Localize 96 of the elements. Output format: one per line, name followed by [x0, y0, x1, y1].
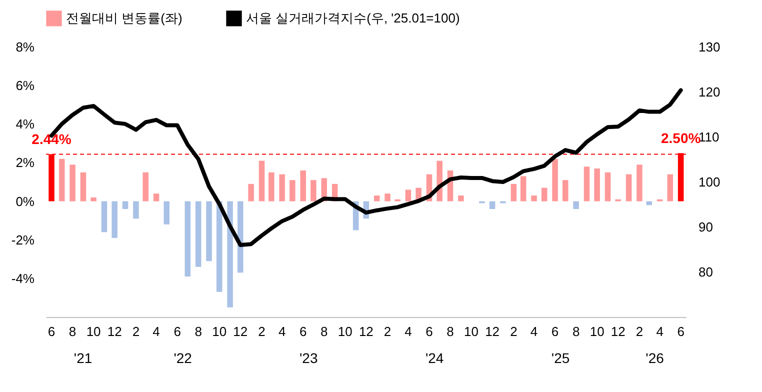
- y-tick-label: 2%: [16, 155, 35, 170]
- data-label: 2.44%: [32, 131, 72, 148]
- y2-tick-label: 130: [698, 40, 720, 54]
- x-tick-label: 4: [530, 324, 538, 339]
- bar: [541, 188, 548, 202]
- text: '25: [551, 350, 570, 366]
- y2-tick-label: 100: [698, 174, 720, 190]
- x-tick-label: 6: [174, 324, 181, 339]
- bar: [384, 194, 390, 202]
- bar: [552, 158, 558, 202]
- x-tick-label: 8: [194, 324, 202, 339]
- bar: [667, 174, 674, 202]
- x-tick-label: 12: [358, 324, 374, 339]
- x-tick-label: 2: [510, 324, 518, 339]
- bar: [184, 201, 191, 276]
- bar: [58, 158, 65, 202]
- bar: [248, 184, 254, 202]
- x-tick-label: 2: [384, 324, 392, 339]
- x-tick-label: 6: [677, 324, 684, 339]
- bar: [90, 197, 96, 202]
- text: '22: [174, 350, 192, 366]
- bar: [374, 196, 380, 202]
- x-tick-label: 4: [656, 324, 664, 339]
- x-tick-label: 8: [320, 324, 328, 339]
- bar: [604, 172, 611, 202]
- bar: [573, 201, 579, 209]
- bar: [80, 172, 86, 202]
- x-tick-label: 2: [132, 324, 140, 339]
- x-tick-label: 6: [551, 324, 559, 339]
- x-tick-label: 10: [86, 324, 101, 339]
- bar: [227, 201, 233, 308]
- bar: [237, 201, 244, 273]
- bar: [258, 160, 265, 202]
- bar: [562, 180, 568, 202]
- bar: [70, 164, 76, 202]
- text: '21: [74, 350, 92, 366]
- x-tick-label: 12: [485, 324, 500, 339]
- y-tick-label: -2%: [11, 232, 35, 248]
- text: '23: [299, 350, 318, 366]
- bar: [164, 201, 170, 224]
- y2-tick-label: 90: [698, 220, 713, 234]
- bar: [594, 168, 600, 202]
- y-tick-label: -4%: [11, 270, 35, 286]
- text: '26: [646, 350, 664, 366]
- bar: [405, 190, 412, 202]
- text: '24: [425, 350, 444, 366]
- bar: [195, 201, 202, 267]
- x-tick-label: 10: [464, 324, 479, 339]
- bar: [290, 180, 296, 202]
- x-tick-label: 6: [426, 324, 433, 339]
- bar: [279, 174, 285, 202]
- bar: [153, 194, 160, 202]
- x-tick-label: 2: [636, 324, 644, 339]
- x-tick-label: 2: [258, 324, 266, 339]
- bar: [458, 196, 464, 202]
- y-tick-label: 6%: [16, 78, 35, 94]
- x-tick-label: 8: [572, 324, 580, 339]
- bar: [510, 184, 517, 202]
- x-tick-label: 12: [233, 324, 248, 339]
- x-tick-label: 10: [212, 324, 227, 339]
- y2-tick-label: 120: [698, 84, 720, 100]
- y2-tick-label: 80: [698, 264, 713, 280]
- y2-tick-label: 110: [698, 130, 720, 144]
- y-tick-label: 0%: [16, 194, 35, 209]
- bar: [646, 201, 652, 206]
- x-tick-label: 12: [107, 324, 122, 339]
- bar: [636, 164, 642, 202]
- data-label: 2.50%: [660, 130, 702, 146]
- bar: [268, 172, 274, 202]
- x-tick-label: 4: [152, 324, 160, 339]
- bar: [310, 180, 316, 202]
- legend-label: 전월대비 변동률(좌): [66, 10, 182, 26]
- bar: [142, 172, 148, 202]
- bar: [101, 201, 108, 232]
- x-tick-label: 8: [68, 324, 76, 339]
- bar: [520, 176, 526, 202]
- x-tick-label: 4: [278, 324, 286, 339]
- x-tick-label: 6: [48, 324, 56, 339]
- x-tick-label: 6: [299, 324, 307, 339]
- x-tick-label: 8: [446, 324, 454, 339]
- legend-label: 서울 실거래가격지수(우, '25.01=100): [246, 10, 460, 26]
- y-tick-label: 4%: [16, 116, 35, 132]
- bar: [584, 166, 590, 202]
- x-tick-label: 12: [610, 324, 626, 339]
- x-tick-label: 10: [338, 324, 352, 339]
- bar: [112, 201, 118, 238]
- bar: [531, 196, 537, 202]
- bar: [489, 201, 496, 209]
- bar: [133, 201, 139, 219]
- bar: [626, 174, 632, 202]
- x-tick-label: 10: [590, 324, 604, 339]
- bar: [206, 201, 212, 262]
- bar: [122, 201, 128, 209]
- y-tick-label: 8%: [16, 40, 35, 54]
- bar: [300, 170, 306, 202]
- x-tick-label: 4: [404, 324, 412, 339]
